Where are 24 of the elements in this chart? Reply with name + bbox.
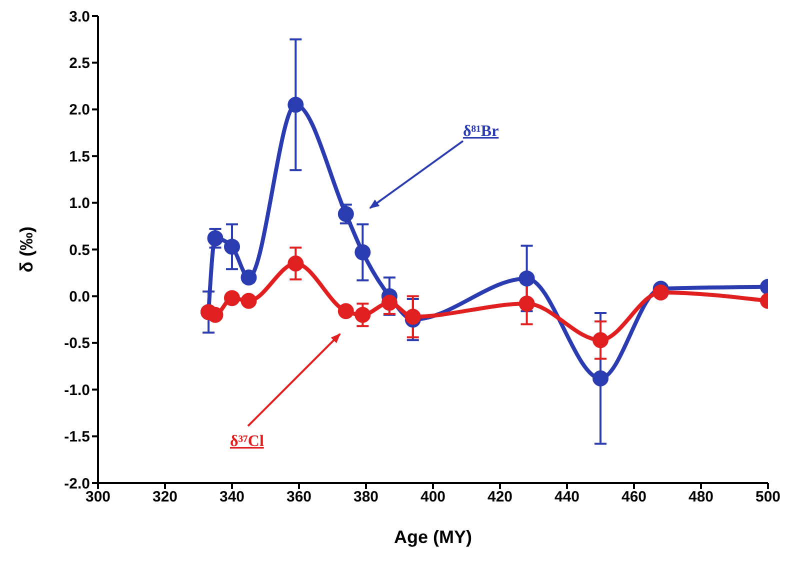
x-tick-label: 340 — [219, 488, 245, 506]
y-tick-label: 2.5 — [69, 55, 90, 72]
y-tick-label: 0.0 — [69, 288, 90, 306]
text: δ⁸¹Br — [463, 123, 499, 140]
x-tick-label: 400 — [420, 488, 446, 506]
x-tick-label: 360 — [286, 488, 312, 506]
text: δ³⁷Cl — [230, 433, 264, 450]
x-tick-label: 380 — [353, 488, 379, 506]
x-tick-label: 320 — [152, 488, 178, 506]
y-tick-label: -1.0 — [64, 382, 90, 399]
y-tick-label: 0.5 — [69, 242, 90, 259]
x-tick-label: 440 — [554, 488, 580, 506]
y-tick-label: -1.5 — [64, 428, 90, 446]
y-axis-title: δ (‰) — [16, 226, 36, 272]
x-tick-label: 500 — [755, 488, 781, 506]
y-tick-label: 3.0 — [69, 8, 90, 26]
y-tick-label: -0.5 — [64, 335, 90, 352]
x-tick-label: 480 — [688, 488, 714, 506]
x-tick-label: 460 — [621, 488, 647, 506]
x-axis-title: Age (MY) — [394, 527, 472, 547]
y-tick-label: 1.0 — [69, 195, 90, 212]
y-tick-label: 2.0 — [69, 102, 90, 119]
y-tick-label: 1.5 — [69, 148, 90, 166]
x-tick-label: 420 — [487, 488, 513, 506]
